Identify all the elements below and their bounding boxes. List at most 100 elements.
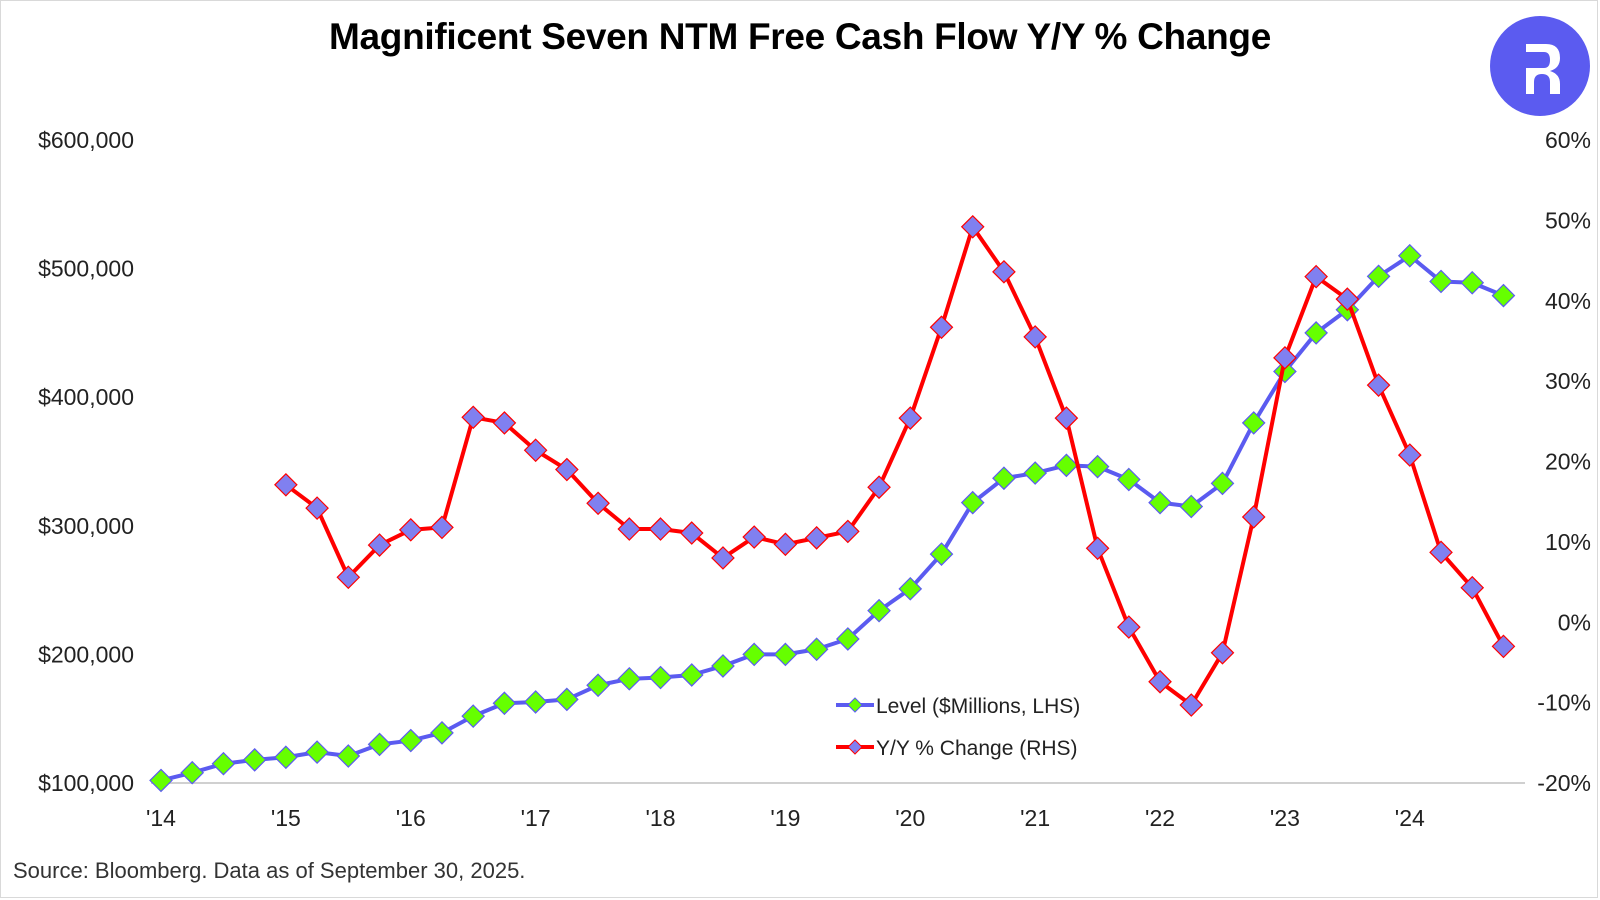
x-tick-label: '23 <box>1270 805 1300 831</box>
yoy-point <box>398 517 423 542</box>
level-point <box>523 690 548 714</box>
level-point <box>835 627 860 651</box>
level-point <box>367 732 392 757</box>
yoy-point <box>992 259 1016 284</box>
yoy-point <box>523 438 548 463</box>
level-point <box>1304 321 1328 345</box>
legend-item-yoy: Y/Y % Change (RHS) <box>836 737 1078 760</box>
yoy-point <box>461 405 486 430</box>
left-tick-label: $500,000 <box>38 256 134 282</box>
yoy-point <box>555 457 579 482</box>
level-point <box>430 720 454 745</box>
yoy-point <box>336 565 361 590</box>
x-tick-label: '21 <box>1020 805 1050 831</box>
level-point <box>898 576 923 601</box>
yoy-point <box>367 533 392 557</box>
x-tick-label: '20 <box>895 805 925 831</box>
yoy-point <box>305 496 329 520</box>
level-point <box>1210 471 1235 496</box>
yoy-point <box>679 521 704 545</box>
right-tick-label: -10% <box>1537 690 1591 716</box>
yoy-point <box>960 214 985 239</box>
level-point <box>1241 411 1266 435</box>
level-point <box>149 768 173 793</box>
legend-item-level: Level ($Millions, LHS) <box>836 695 1080 718</box>
yoy-point <box>1148 669 1172 694</box>
yoy-point <box>742 525 767 549</box>
x-tick-label: '17 <box>521 805 551 831</box>
yoy-point <box>773 532 798 557</box>
x-tick-label: '16 <box>396 805 426 831</box>
right-tick-label: 10% <box>1545 529 1591 555</box>
series-layer <box>149 214 1516 793</box>
x-tick-label: '15 <box>271 805 301 831</box>
level-point <box>773 642 798 667</box>
yoy-point <box>1491 634 1516 659</box>
source-note: Source: Bloomberg. Data as of September … <box>13 858 526 883</box>
legend-label: Y/Y % Change (RHS) <box>876 737 1078 760</box>
right-tick-label: 0% <box>1558 609 1591 635</box>
legend-marker-swatch <box>847 739 863 755</box>
yoy-point <box>1366 373 1391 397</box>
yoy-point <box>1241 505 1266 529</box>
yoy-line <box>284 224 1506 708</box>
brand-r-logo-icon <box>1490 16 1590 116</box>
yoy-point <box>1273 345 1297 370</box>
level-point <box>1116 467 1141 492</box>
left-tick-label: $100,000 <box>38 770 134 796</box>
left-tick-label: $600,000 <box>38 127 134 153</box>
level-point <box>929 542 954 566</box>
yoy-point <box>711 546 735 570</box>
yoy-point <box>1335 287 1360 311</box>
level-point <box>742 642 767 667</box>
yoy-point <box>586 491 610 516</box>
yoy-point <box>274 472 298 497</box>
yoy-point <box>835 519 860 544</box>
x-tick-label: '24 <box>1395 805 1425 831</box>
yoy-point <box>898 406 923 430</box>
legend-label: Level ($Millions, LHS) <box>876 695 1080 718</box>
level-point <box>1085 454 1110 479</box>
yoy-point <box>430 515 454 540</box>
level-point <box>1460 270 1485 295</box>
level-point <box>398 728 423 753</box>
yoy-point <box>1429 540 1453 565</box>
level-point <box>1397 243 1422 268</box>
yoy-point <box>617 517 642 541</box>
x-tick-label: '18 <box>646 805 676 831</box>
yoy-point <box>1054 406 1079 430</box>
level-point <box>1429 269 1453 294</box>
level-point <box>1148 490 1172 515</box>
level-point <box>211 751 236 776</box>
level-point <box>586 673 610 698</box>
series-level <box>149 243 1516 793</box>
yoy-point <box>1023 325 1048 349</box>
level-point <box>960 490 985 515</box>
x-tick-label: '14 <box>146 805 176 831</box>
level-point <box>992 466 1016 491</box>
right-tick-label: 50% <box>1545 207 1591 233</box>
level-point <box>180 760 205 785</box>
chart-title: Magnificent Seven NTM Free Cash Flow Y/Y… <box>328 16 1272 57</box>
x-axis: '14 '15 '16 '17 '18 '19 '20 '21 '22 '23 '24 <box>146 805 1425 831</box>
level-point <box>804 637 829 662</box>
level-point <box>555 687 579 712</box>
right-tick-label: -20% <box>1537 770 1591 796</box>
left-tick-label: $200,000 <box>38 641 134 667</box>
right-y-axis: -20% -10% 0% 10% 20% 30% 40% 50% 60% <box>1537 127 1591 796</box>
yoy-point <box>1085 536 1110 561</box>
yoy-point <box>1397 443 1422 467</box>
level-point <box>461 704 486 728</box>
yoy-point <box>492 411 517 435</box>
left-y-axis: $100,000 $200,000 $300,000 $400,000 $500,000… <box>38 127 134 796</box>
level-line <box>160 253 1505 783</box>
level-point <box>711 654 735 678</box>
yoy-point <box>867 475 891 500</box>
level-point <box>1491 283 1516 308</box>
level-point <box>242 748 267 772</box>
level-point <box>1179 494 1204 519</box>
level-point <box>492 691 517 716</box>
x-tick-label: '22 <box>1145 805 1175 831</box>
left-tick-label: $400,000 <box>38 384 134 410</box>
level-point <box>305 740 329 764</box>
